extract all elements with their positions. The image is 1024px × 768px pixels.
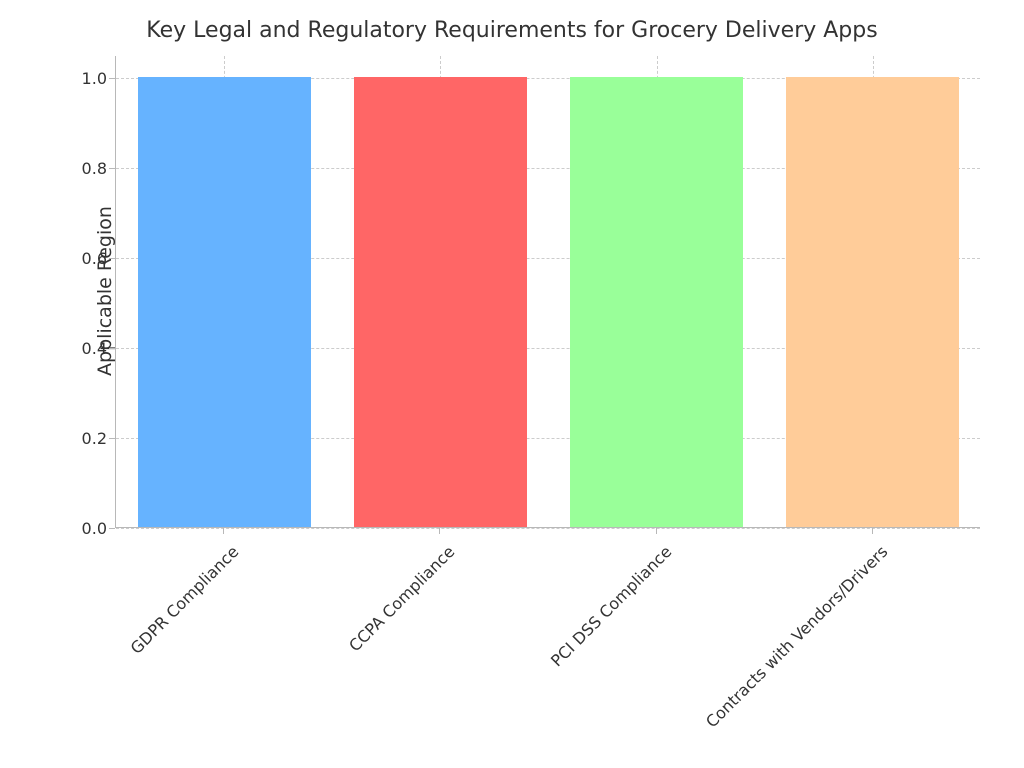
y-tick-mark <box>109 78 115 79</box>
y-tick-mark <box>109 348 115 349</box>
x-tick-mark <box>223 528 224 534</box>
x-tick-label: PCI DSS Compliance <box>449 542 675 768</box>
chart-container: Key Legal and Regulatory Requirements fo… <box>0 0 1024 765</box>
x-tick-mark <box>656 528 657 534</box>
x-tick-label: GDPR Compliance <box>17 542 243 768</box>
plot-area <box>115 56 980 528</box>
x-tick-mark <box>439 528 440 534</box>
y-tick-mark <box>109 258 115 259</box>
x-tick-label: CCPA Compliance <box>233 542 459 768</box>
y-tick-mark <box>109 528 115 529</box>
y-tick-label: 1.0 <box>67 69 107 88</box>
bar <box>138 77 311 527</box>
y-tick-label: 0.2 <box>67 429 107 448</box>
gridline-horizontal <box>116 528 980 529</box>
chart-title: Key Legal and Regulatory Requirements fo… <box>0 18 1024 43</box>
y-tick-label: 0.4 <box>67 339 107 358</box>
bar <box>570 77 743 527</box>
bar <box>786 77 959 527</box>
x-tick-mark <box>872 528 873 534</box>
y-tick-mark <box>109 438 115 439</box>
x-tick-label: Contracts with Vendors/Drivers <box>666 542 892 768</box>
y-tick-mark <box>109 168 115 169</box>
y-tick-label: 0.8 <box>67 159 107 178</box>
bar <box>354 77 527 527</box>
y-tick-label: 0.6 <box>67 249 107 268</box>
y-tick-label: 0.0 <box>67 519 107 538</box>
